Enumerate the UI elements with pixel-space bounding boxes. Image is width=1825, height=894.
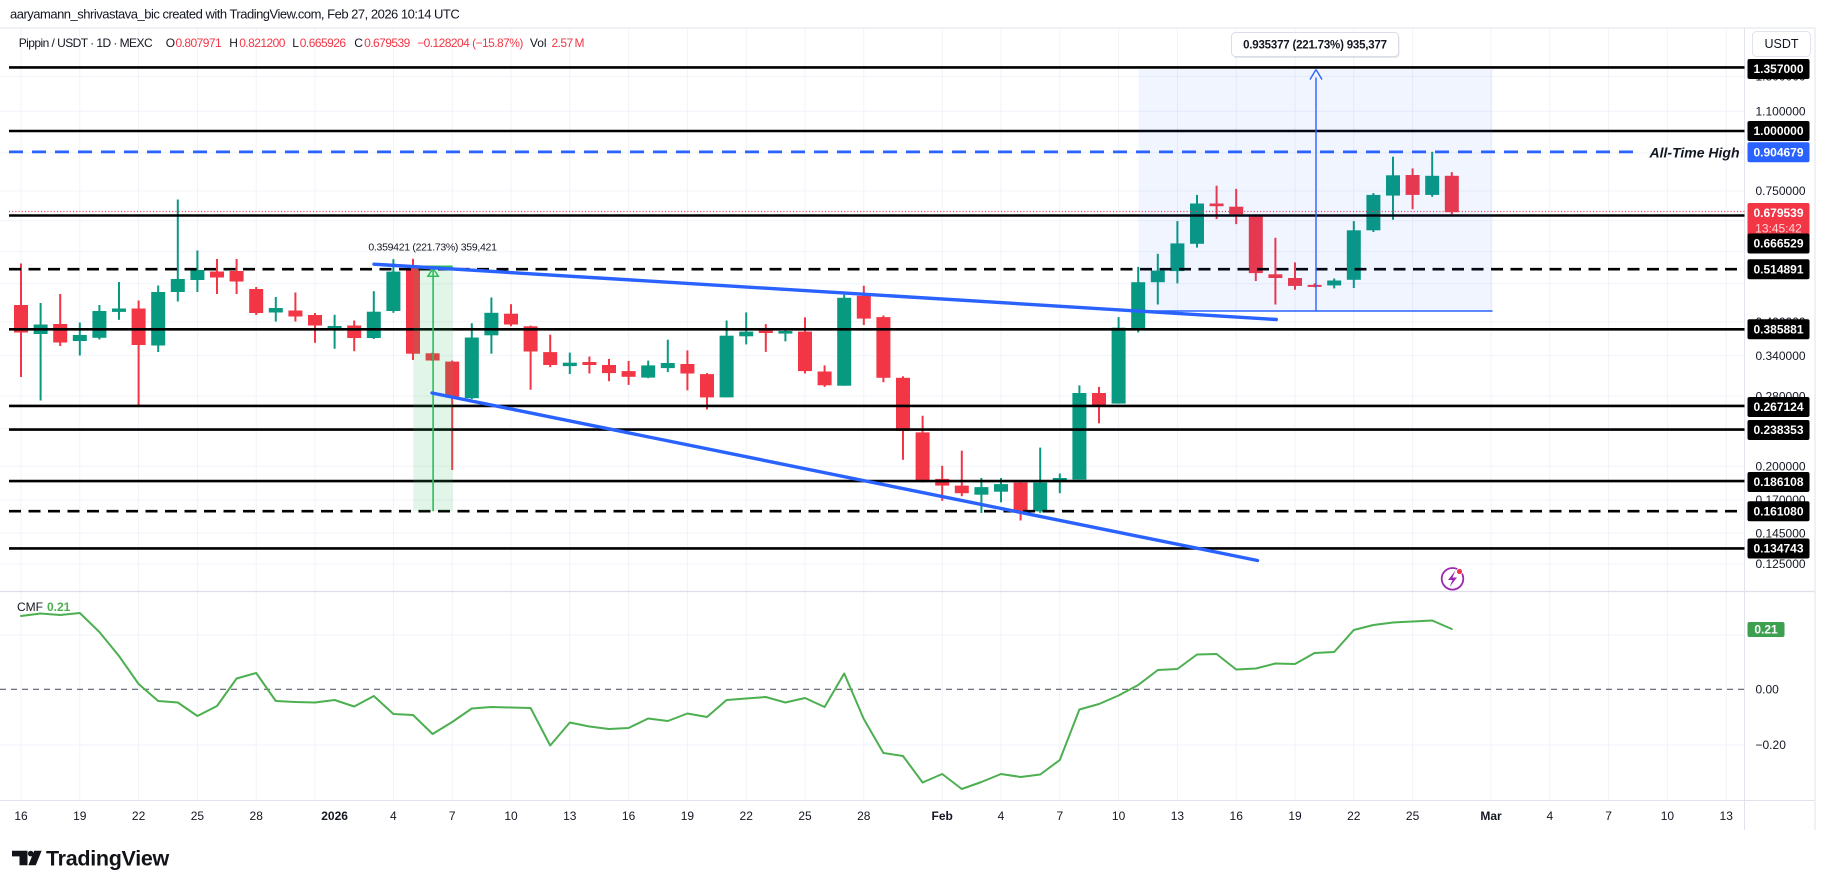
- svg-text:Vol: Vol: [530, 36, 547, 50]
- svg-text:0.514891: 0.514891: [1753, 262, 1803, 276]
- svg-text:4: 4: [998, 809, 1005, 823]
- svg-text:All-Time High: All-Time High: [1649, 145, 1740, 161]
- svg-text:0.125000: 0.125000: [1756, 557, 1806, 571]
- svg-text:7: 7: [1056, 809, 1063, 823]
- svg-text:H: H: [229, 36, 238, 50]
- svg-text:0.21: 0.21: [1754, 623, 1778, 637]
- svg-text:aaryamann_shrivastava_bic crea: aaryamann_shrivastava_bic created with T…: [10, 7, 459, 22]
- svg-text:0.200000: 0.200000: [1756, 459, 1806, 473]
- svg-text:0.807971: 0.807971: [176, 36, 223, 50]
- svg-text:0.267124: 0.267124: [1753, 400, 1803, 414]
- svg-text:1.100000: 1.100000: [1756, 104, 1806, 118]
- svg-text:0.359421 (221.73%) 359,421: 0.359421 (221.73%) 359,421: [368, 242, 497, 254]
- svg-text:Feb: Feb: [932, 809, 953, 823]
- svg-text:28: 28: [250, 809, 264, 823]
- svg-text:USDT: USDT: [1764, 37, 1798, 51]
- svg-text:0.679539: 0.679539: [364, 36, 411, 50]
- svg-text:TradingView: TradingView: [46, 846, 170, 870]
- svg-text:13: 13: [1720, 809, 1734, 823]
- svg-text:0.00: 0.00: [1756, 683, 1780, 697]
- svg-text:2026: 2026: [321, 809, 348, 823]
- svg-text:2.57 M: 2.57 M: [552, 36, 585, 50]
- svg-text:CMF: CMF: [17, 600, 43, 614]
- svg-text:0.340000: 0.340000: [1756, 349, 1806, 363]
- svg-text:0.750000: 0.750000: [1756, 184, 1806, 198]
- svg-text:16: 16: [1230, 809, 1244, 823]
- svg-text:4: 4: [1546, 809, 1553, 823]
- svg-text:0.21: 0.21: [47, 600, 71, 614]
- svg-text:10: 10: [504, 809, 518, 823]
- svg-text:10: 10: [1112, 809, 1126, 823]
- svg-text:13: 13: [563, 809, 577, 823]
- svg-text:C: C: [354, 36, 363, 50]
- svg-text:19: 19: [73, 809, 87, 823]
- svg-text:Pippin / USDT · 1D · MEXC: Pippin / USDT · 1D · MEXC: [19, 36, 153, 50]
- svg-text:Mar: Mar: [1480, 809, 1502, 823]
- svg-text:0.145000: 0.145000: [1756, 526, 1806, 540]
- svg-text:22: 22: [740, 809, 754, 823]
- svg-text:28: 28: [857, 809, 871, 823]
- svg-text:1.357000: 1.357000: [1753, 62, 1803, 76]
- svg-text:25: 25: [191, 809, 205, 823]
- svg-text:22: 22: [1347, 809, 1361, 823]
- svg-text:16: 16: [14, 809, 28, 823]
- svg-text:0.161080: 0.161080: [1753, 504, 1803, 518]
- svg-text:0.385881: 0.385881: [1753, 323, 1803, 337]
- svg-text:25: 25: [798, 809, 812, 823]
- svg-text:O: O: [166, 36, 175, 50]
- svg-text:−0.128204 (−15.87%): −0.128204 (−15.87%): [417, 36, 523, 50]
- svg-text:25: 25: [1406, 809, 1420, 823]
- svg-text:0.666529: 0.666529: [1753, 237, 1803, 251]
- svg-text:7: 7: [449, 809, 456, 823]
- svg-text:−0.20: −0.20: [1756, 738, 1787, 752]
- svg-text:10: 10: [1661, 809, 1675, 823]
- svg-text:L: L: [292, 36, 299, 50]
- svg-text:7: 7: [1605, 809, 1612, 823]
- svg-text:0.238353: 0.238353: [1753, 423, 1803, 437]
- svg-text:0.134743: 0.134743: [1753, 542, 1803, 556]
- svg-text:0.935377 (221.73%) 935,377: 0.935377 (221.73%) 935,377: [1243, 40, 1387, 52]
- svg-text:0.679539: 0.679539: [1753, 206, 1803, 220]
- svg-text:19: 19: [1288, 809, 1302, 823]
- svg-text:0.186108: 0.186108: [1753, 475, 1803, 489]
- svg-text:4: 4: [390, 809, 397, 823]
- svg-text:0.821200: 0.821200: [239, 36, 286, 50]
- svg-text:0.665926: 0.665926: [300, 36, 347, 50]
- svg-text:19: 19: [681, 809, 695, 823]
- svg-text:16: 16: [622, 809, 636, 823]
- svg-text:13: 13: [1171, 809, 1185, 823]
- svg-text:0.904679: 0.904679: [1753, 146, 1803, 160]
- svg-text:22: 22: [132, 809, 146, 823]
- svg-text:1.000000: 1.000000: [1753, 124, 1803, 138]
- svg-text:13:45:42: 13:45:42: [1755, 222, 1802, 236]
